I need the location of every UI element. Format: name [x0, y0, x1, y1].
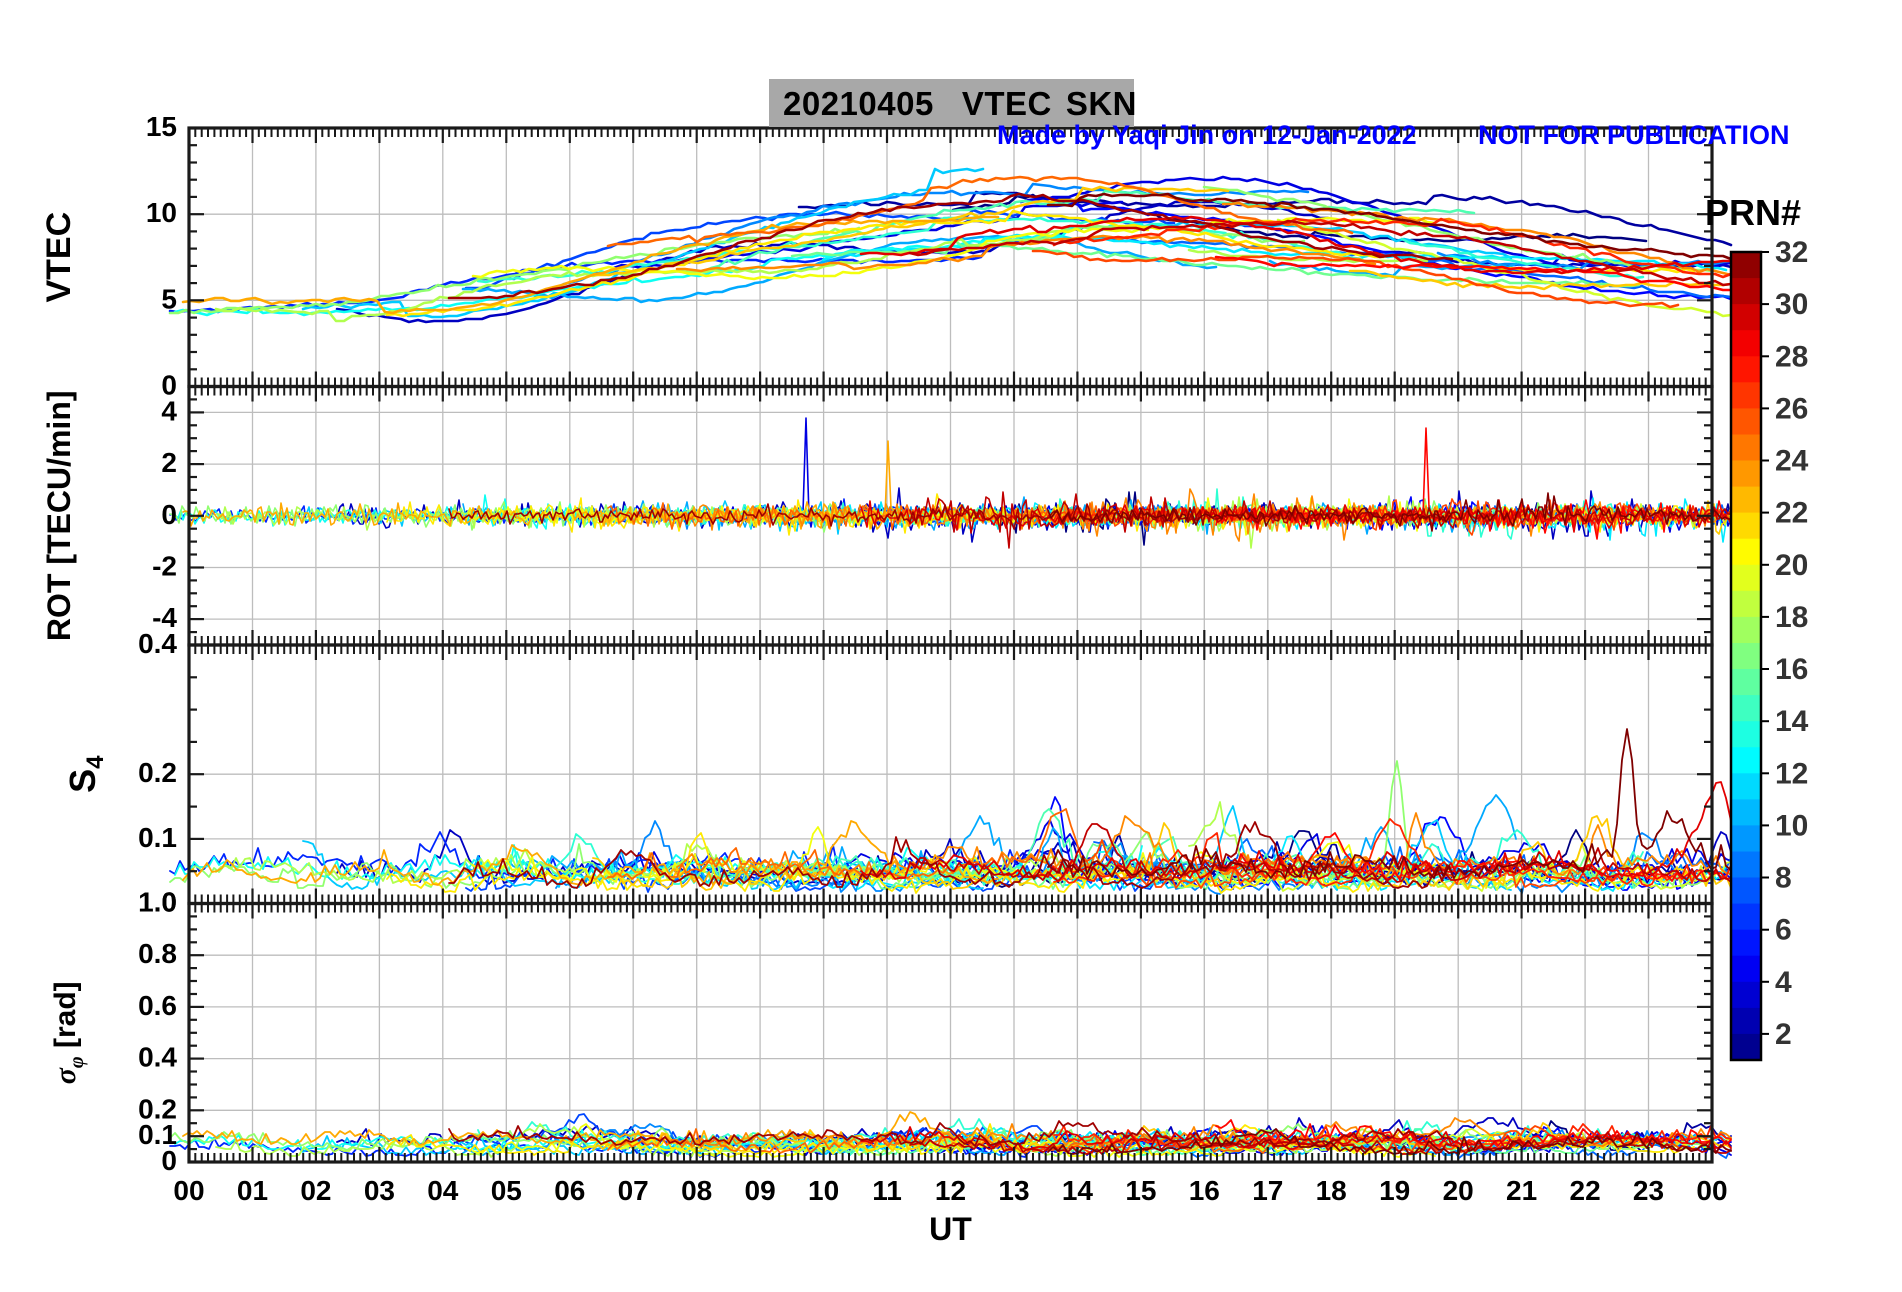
svg-text:4: 4	[1775, 966, 1792, 999]
svg-text:Made by Yaqi Jin on 12-Jan-202: Made by Yaqi Jin on 12-Jan-2022	[997, 120, 1417, 150]
svg-text:12: 12	[935, 1175, 966, 1206]
svg-text:06: 06	[554, 1175, 585, 1206]
svg-text:15: 15	[1125, 1175, 1156, 1206]
svg-text:05: 05	[491, 1175, 522, 1206]
svg-text:10: 10	[146, 197, 177, 228]
svg-text:28: 28	[1775, 340, 1808, 373]
svg-text:21: 21	[1506, 1175, 1537, 1206]
svg-text:18: 18	[1316, 1175, 1347, 1206]
svg-text:0.1: 0.1	[138, 822, 177, 853]
svg-text:07: 07	[618, 1175, 649, 1206]
svg-text:NOT FOR PUBLICATION: NOT FOR PUBLICATION	[1478, 120, 1789, 150]
svg-text:ROT [TECU/min]: ROT [TECU/min]	[41, 390, 77, 641]
svg-text:01: 01	[237, 1175, 268, 1206]
svg-text:24: 24	[1775, 445, 1809, 478]
svg-text:VTEC: VTEC	[40, 212, 78, 303]
svg-text:30: 30	[1775, 288, 1808, 321]
svg-text:4: 4	[161, 395, 177, 426]
svg-text:6: 6	[1775, 914, 1792, 947]
svg-text:1.0: 1.0	[138, 887, 177, 918]
svg-text:10: 10	[1775, 809, 1808, 842]
svg-text:-2: -2	[152, 551, 177, 582]
svg-text:2: 2	[1775, 1018, 1792, 1051]
svg-text:8: 8	[1775, 862, 1792, 895]
svg-text:14: 14	[1062, 1175, 1094, 1206]
svg-text:22: 22	[1570, 1175, 1601, 1206]
svg-text:5: 5	[161, 283, 177, 314]
svg-text:11: 11	[872, 1175, 902, 1206]
svg-text:12: 12	[1775, 757, 1808, 790]
svg-text:16: 16	[1189, 1175, 1220, 1206]
svg-text:17: 17	[1252, 1175, 1283, 1206]
svg-text:UT: UT	[929, 1211, 972, 1247]
svg-text:0: 0	[161, 499, 177, 530]
svg-text:0.2: 0.2	[138, 757, 177, 788]
svg-text:PRN#: PRN#	[1705, 192, 1801, 233]
svg-text:09: 09	[745, 1175, 776, 1206]
svg-text:26: 26	[1775, 392, 1808, 425]
svg-text:32: 32	[1775, 236, 1808, 269]
svg-text:2: 2	[161, 447, 177, 478]
svg-text:0.4: 0.4	[138, 628, 177, 659]
svg-text:20: 20	[1775, 549, 1808, 582]
svg-text:15: 15	[146, 111, 177, 142]
svg-text:20: 20	[1443, 1175, 1474, 1206]
svg-text:03: 03	[364, 1175, 395, 1206]
svg-text:22: 22	[1775, 497, 1808, 530]
svg-text:16: 16	[1775, 653, 1808, 686]
svg-text:18: 18	[1775, 601, 1808, 634]
svg-text:0.8: 0.8	[138, 938, 177, 969]
svg-text:0.6: 0.6	[138, 990, 177, 1021]
svg-text:02: 02	[300, 1175, 331, 1206]
svg-text:0: 0	[161, 1145, 177, 1176]
svg-text:00: 00	[173, 1175, 204, 1206]
svg-text:13: 13	[998, 1175, 1029, 1206]
svg-text:00: 00	[1696, 1175, 1727, 1206]
svg-text:23: 23	[1633, 1175, 1664, 1206]
svg-text:04: 04	[427, 1175, 459, 1206]
svg-text:19: 19	[1379, 1175, 1410, 1206]
svg-text:10: 10	[808, 1175, 839, 1206]
svg-text:0.4: 0.4	[138, 1042, 177, 1073]
svg-text:14: 14	[1775, 705, 1809, 738]
svg-text:08: 08	[681, 1175, 712, 1206]
